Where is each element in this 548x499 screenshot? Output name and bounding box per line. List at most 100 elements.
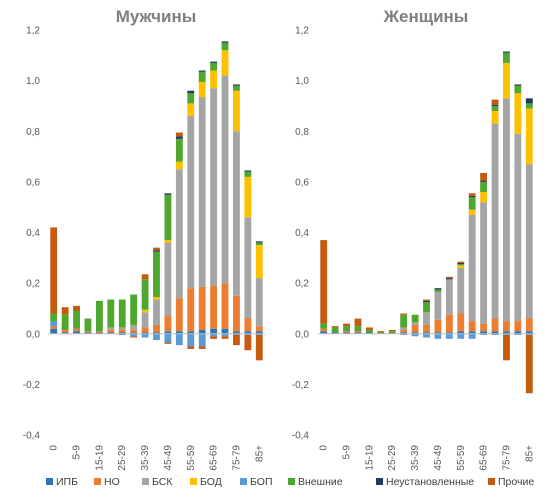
bar-segment	[411, 314, 419, 323]
bar-segment	[480, 331, 488, 334]
legend-label: НО	[104, 476, 120, 488]
bar-segment	[244, 335, 252, 351]
bar-segment	[491, 123, 499, 319]
bar-segment	[445, 278, 453, 280]
y-tick-label: 1,2	[26, 26, 40, 37]
legend-swatch	[376, 478, 383, 485]
bar-segment	[187, 90, 195, 94]
y-tick-label: -0,2	[292, 380, 310, 391]
bar-segment	[130, 333, 138, 337]
bar-segment	[514, 85, 522, 94]
x-tick-label: 0	[49, 445, 60, 451]
bar-segment	[343, 323, 350, 327]
bar-segment	[320, 331, 328, 334]
bar-segment	[468, 209, 476, 215]
bar-segment	[320, 328, 328, 332]
y-tick-label: -0,4	[292, 431, 310, 442]
bar-segment	[468, 195, 476, 198]
bar-segment	[423, 333, 430, 338]
bar-segment	[255, 242, 263, 246]
bar-segment	[175, 169, 183, 299]
bar-segment	[153, 324, 160, 333]
bar-segment	[198, 70, 206, 72]
bar-segment	[164, 342, 172, 344]
x-tick-label: 85+	[254, 445, 265, 462]
legend-swatch	[288, 478, 295, 485]
legend-swatch	[46, 478, 53, 485]
bar-segment	[503, 62, 510, 99]
bar-segment	[221, 42, 229, 51]
bar-segment	[457, 313, 465, 332]
bar-segment	[233, 331, 240, 334]
bar-segment	[175, 298, 183, 332]
bar-segment	[130, 336, 138, 338]
bar-segment	[50, 326, 58, 329]
x-tick-label: 45-49	[433, 445, 444, 471]
bar-segment	[320, 240, 328, 324]
bar-segment	[141, 279, 149, 310]
y-tick-label: 0,2	[295, 279, 309, 290]
bar-segment	[434, 319, 442, 333]
bar-segment	[503, 51, 510, 53]
bar-segment	[130, 332, 138, 334]
bar-segment	[118, 333, 126, 336]
bar-segment	[354, 318, 362, 327]
bar-segment	[400, 327, 408, 330]
bar-segment	[411, 322, 419, 325]
bar-segment	[445, 314, 453, 333]
bar-segment	[175, 161, 183, 170]
bar-segment	[95, 331, 103, 333]
bar-segment	[468, 197, 476, 210]
bar-segment	[187, 331, 195, 334]
bar-segment	[198, 346, 206, 349]
bar-segment	[221, 328, 229, 334]
bar-segment	[400, 314, 408, 328]
bar-segment	[118, 332, 126, 334]
bar-segment	[164, 333, 172, 343]
legend-label: БОД	[200, 476, 222, 488]
bar-segment	[73, 331, 80, 334]
x-tick-label: 25-29	[387, 445, 398, 471]
chart-panel-1: Женщины -0,4 -0,2 0,0 0,2 0,4 0,6 0,8 1,0 1,2 0 5-9…	[292, 7, 536, 471]
bar-segment	[491, 331, 499, 334]
bar-segment	[187, 93, 195, 104]
y-tick-label: 0,0	[295, 329, 309, 340]
bar-segment	[377, 331, 385, 333]
bar-segment	[244, 170, 252, 172]
x-tick-label: 5-9	[342, 445, 353, 460]
x-tick-label: 85+	[524, 445, 535, 462]
x-tick-label: 25-29	[117, 445, 128, 471]
bar-segment	[210, 333, 218, 337]
chart-panel-0: Мужчины -0,4 -0,2 0,0 0,2 0,4 0,6 0,8 1,0 1,2 0 5-9…	[23, 7, 266, 471]
bar-segment	[84, 332, 92, 334]
bar-segment	[221, 336, 229, 339]
y-tick-label: 0,8	[295, 127, 309, 138]
bar-segment	[423, 300, 430, 303]
bar-segment	[365, 327, 373, 330]
bar-segment	[95, 300, 103, 332]
bar-segment	[400, 329, 408, 333]
bar-segment	[50, 227, 58, 314]
bar-segment	[244, 318, 252, 332]
bar-segment	[210, 285, 218, 329]
bar-segment	[50, 313, 58, 322]
bar-segment	[198, 71, 206, 82]
bar-segment	[233, 295, 240, 332]
bar-segment	[255, 333, 263, 336]
bar-segment	[153, 299, 160, 325]
bar-segment	[503, 331, 510, 334]
bar-segment	[343, 332, 350, 334]
bar-segment	[445, 332, 453, 334]
bar-segment	[491, 104, 499, 106]
bar-segment	[233, 131, 240, 296]
bar-segment	[525, 108, 533, 165]
bar-segment	[130, 329, 138, 333]
bar-segment	[233, 84, 240, 86]
bar-segment	[141, 312, 149, 328]
bar-segment	[130, 294, 138, 325]
bar-segment	[210, 70, 218, 89]
bar-segment	[73, 310, 80, 329]
x-tick-label: 75-79	[501, 445, 512, 471]
bar-segment	[153, 251, 160, 298]
bar-segment	[244, 333, 252, 336]
